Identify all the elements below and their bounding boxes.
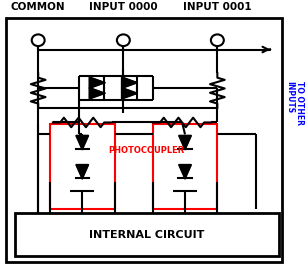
Text: PHOTOCOUPLER: PHOTOCOUPLER <box>109 146 185 155</box>
Polygon shape <box>76 165 88 178</box>
Text: INPUT 0000: INPUT 0000 <box>89 2 158 12</box>
Polygon shape <box>179 136 191 149</box>
Text: INPUT 0001: INPUT 0001 <box>183 2 252 12</box>
Bar <box>15 213 279 256</box>
Polygon shape <box>90 88 104 99</box>
Text: TO OTHER
INPUTS: TO OTHER INPUTS <box>285 81 304 125</box>
Text: COMMON: COMMON <box>11 2 65 12</box>
Bar <box>153 124 217 209</box>
Bar <box>50 124 114 209</box>
Polygon shape <box>122 77 136 88</box>
Text: INTERNAL CIRCUIT: INTERNAL CIRCUIT <box>89 230 204 240</box>
Polygon shape <box>122 88 136 99</box>
Polygon shape <box>90 77 104 88</box>
Polygon shape <box>179 165 191 178</box>
Polygon shape <box>76 136 88 149</box>
